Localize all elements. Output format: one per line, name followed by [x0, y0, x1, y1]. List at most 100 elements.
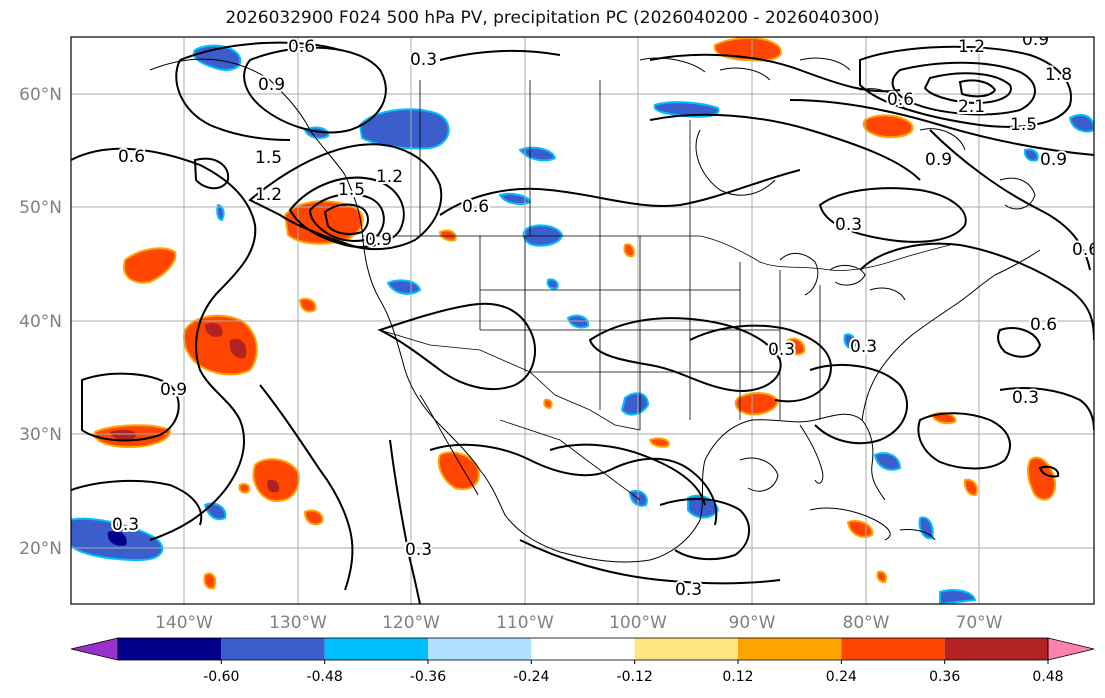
atlantic-coast [861, 249, 1041, 421]
lon-label: 140°W [155, 613, 213, 633]
us-mexico-border [379, 329, 641, 431]
cuba [809, 507, 891, 541]
contour-label: 0.9 [925, 150, 952, 170]
contour-label: 1.2 [958, 37, 985, 57]
pv-contour-line [549, 443, 706, 506]
precip-negative-area [107, 530, 127, 546]
pv-contour-line [923, 72, 1012, 105]
contour-label: 0.3 [675, 580, 702, 600]
florida [799, 424, 824, 484]
newfoundland [999, 177, 1036, 210]
arctic-islands [639, 57, 966, 151]
colorbar-tick-label: -0.60 [203, 669, 239, 685]
pv-contours [71, 41, 1094, 604]
pv-contour-line [996, 327, 1042, 358]
colorbar-segment [738, 638, 842, 660]
precip-negative-area [873, 452, 902, 471]
pv-contour-line [929, 129, 1091, 271]
pv-contour-line [649, 113, 921, 181]
lat-label: 60°N [19, 85, 62, 105]
baja-peninsula [419, 394, 479, 496]
colorbar-segment [221, 638, 325, 660]
pv-contour-line [958, 79, 997, 98]
precip-positive-area [205, 323, 223, 337]
contour-label: 0.9 [1022, 30, 1049, 50]
colorbar-extend-min [70, 637, 119, 661]
gulf-coast [649, 413, 886, 561]
precip-positive-area [252, 458, 300, 502]
pv-contour-line [288, 176, 405, 248]
contour-label: 1.5 [1010, 115, 1037, 135]
colorbar-tick-label: -0.12 [617, 669, 653, 685]
contour-label: 1.5 [255, 148, 282, 168]
colorbar-segment [944, 638, 1048, 660]
pv-contour-line [248, 143, 443, 251]
colorbar-tick-label: -0.48 [307, 669, 343, 685]
precip-negative-area [620, 392, 650, 416]
pv-contour-line [891, 61, 1036, 116]
pv-contour-line [588, 317, 782, 392]
yucatan [739, 457, 779, 492]
colorbar-tick-label: 0.24 [826, 669, 857, 685]
precip-positive-area [229, 338, 247, 359]
mexico-states [499, 419, 641, 501]
precip-positive-area [203, 572, 217, 590]
precip-negative-area [918, 516, 934, 540]
contour-label: 0.3 [850, 337, 877, 357]
contour-label: 0.6 [462, 197, 489, 217]
colorbar-segment [634, 638, 738, 660]
lon-label: 70°W [956, 613, 1003, 633]
contour-labels: 0.6 0.3 0.9 1.2 1.5 0.9 0.6 1.5 1.2 0.3 … [110, 30, 1094, 602]
precip-negative-area [687, 494, 720, 519]
precip-positive-area [438, 229, 457, 242]
pv-contour-line [377, 302, 536, 391]
colorbar-segment [841, 638, 945, 660]
lat-label: 40°N [19, 312, 62, 332]
contour-label: 0.3 [405, 540, 432, 560]
contour-label: 0.6 [118, 147, 145, 167]
lon-label: 80°W [843, 613, 890, 633]
contour-label: 0.3 [835, 215, 862, 235]
pv-contour-line [175, 41, 341, 141]
precip-negative-area [546, 278, 559, 290]
precip-negative-area [566, 314, 590, 329]
pv-contour-line [859, 45, 1072, 128]
precip-negative-area [358, 108, 450, 150]
precip-positive-area [963, 478, 978, 497]
contour-label: 1.8 [1045, 65, 1072, 85]
political-borders [362, 80, 951, 501]
precip-positive-area [110, 430, 136, 440]
lat-label: 30°N [19, 425, 62, 445]
contour-label: 0.3 [1012, 388, 1039, 408]
pv-contour-line [323, 203, 369, 235]
precip-negative-area [1023, 148, 1039, 162]
lon-label: 110°W [496, 613, 554, 633]
precip-negative-area [939, 589, 977, 604]
colorbar-tick-label: 0.48 [1032, 669, 1063, 685]
pv-contour-line [389, 439, 421, 604]
colorbar-segment [531, 638, 635, 660]
colorbar-segment [118, 638, 222, 660]
lon-label: 130°W [269, 613, 327, 633]
colorbar-tick-label: 0.36 [929, 669, 960, 685]
precip-positive-area [238, 482, 251, 494]
contour-label: 0.3 [410, 50, 437, 70]
precip-shading [71, 37, 1094, 604]
contour-label: 0.9 [365, 230, 392, 250]
lon-label: 90°W [729, 613, 776, 633]
pv-contour-line [859, 242, 1094, 341]
contour-label: 1.5 [338, 180, 365, 200]
lon-labels: 140°W 130°W 120°W 110°W 100°W 90°W 80°W … [155, 613, 1003, 633]
colorbar-outline [117, 637, 1049, 661]
colorbar [70, 637, 1095, 661]
precip-negative-area [386, 279, 422, 295]
contour-label: 0.6 [288, 37, 315, 57]
precip-positive-area [123, 247, 177, 284]
pv-contour-line [917, 412, 1011, 470]
pv-contour-line [429, 443, 718, 526]
contour-label: 0.9 [160, 380, 187, 400]
pv-contour-line [308, 193, 385, 242]
pv-contour-line [259, 384, 354, 591]
precip-positive-area [648, 437, 670, 448]
